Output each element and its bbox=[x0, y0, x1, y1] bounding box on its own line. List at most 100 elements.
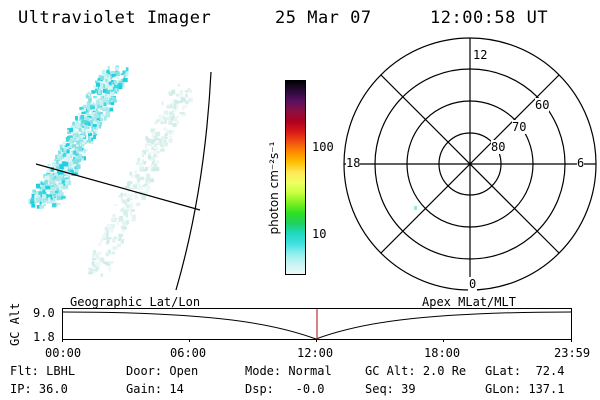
emission-pixel bbox=[40, 190, 44, 193]
emission-pixel bbox=[98, 84, 104, 89]
emission-pixel bbox=[106, 261, 111, 266]
emission-pixel bbox=[54, 184, 58, 188]
emission-pixel bbox=[160, 142, 164, 147]
emission-pixel bbox=[82, 142, 85, 145]
emission-pixel bbox=[67, 128, 70, 131]
emission-pixel bbox=[68, 157, 72, 163]
emission-pixel bbox=[123, 210, 128, 214]
emission-pixel bbox=[101, 97, 106, 103]
emission-pixel bbox=[108, 85, 113, 90]
emission-pixel bbox=[100, 257, 105, 263]
emission-pixel bbox=[88, 98, 92, 103]
emission-pixel bbox=[91, 90, 95, 93]
emission-pixel bbox=[160, 148, 165, 152]
emission-pixel bbox=[69, 127, 73, 133]
emission-pixel bbox=[103, 86, 108, 90]
emission-pixel bbox=[77, 133, 82, 138]
emission-pixel bbox=[95, 104, 100, 109]
info-seq: Seq: 39 bbox=[365, 382, 416, 396]
emission-pixel bbox=[155, 132, 159, 138]
info-filter: Flt: LBHL bbox=[10, 364, 76, 378]
emission-pixel bbox=[91, 127, 94, 132]
emission-pixel bbox=[58, 195, 64, 200]
timeline-left-caption: Geographic Lat/Lon bbox=[70, 295, 201, 309]
emission-pixel bbox=[154, 121, 159, 125]
emission-pixel bbox=[156, 147, 159, 151]
emission-pixel bbox=[154, 167, 160, 172]
emission-pixel bbox=[164, 133, 168, 136]
emission-pixel bbox=[158, 138, 163, 144]
emission-pixel bbox=[107, 77, 111, 82]
emission-pixel bbox=[55, 159, 59, 165]
emission-pixel bbox=[127, 196, 132, 199]
emission-pixel bbox=[109, 96, 113, 102]
emission-pixel bbox=[74, 153, 79, 156]
colorbar-unit-label: photon cm⁻²s⁻¹ bbox=[267, 141, 281, 235]
emission-pixel bbox=[58, 171, 64, 175]
emission-pixel bbox=[74, 122, 77, 126]
emission-pixel bbox=[109, 107, 114, 112]
emission-pixel bbox=[78, 113, 81, 117]
emission-pixel bbox=[152, 158, 155, 162]
emission-pixel bbox=[95, 100, 101, 105]
emission-pixel bbox=[70, 135, 76, 138]
emission-pixel bbox=[42, 182, 45, 186]
emission-pixel bbox=[157, 119, 162, 122]
emission-pixel bbox=[110, 71, 116, 74]
lat-label-80: 80 bbox=[491, 140, 506, 154]
emission-pixel bbox=[83, 104, 86, 108]
emission-pixel bbox=[74, 146, 78, 151]
emission-pixel bbox=[29, 203, 33, 205]
emission-pixel bbox=[92, 264, 98, 268]
emission-pixel bbox=[80, 135, 86, 138]
emission-pixel bbox=[144, 143, 147, 149]
dsp-value: -0.0 bbox=[295, 382, 325, 396]
emission-pixel bbox=[40, 181, 43, 185]
emission-pixel bbox=[94, 115, 97, 120]
emission-pixel bbox=[161, 146, 164, 149]
emission-pixel bbox=[177, 84, 181, 87]
observation-date: 25 Mar 07 bbox=[275, 8, 372, 28]
emission-pixel bbox=[116, 220, 119, 226]
emission-pixel bbox=[60, 195, 66, 199]
emission-pixel bbox=[75, 144, 79, 147]
emission-pixel bbox=[68, 165, 73, 170]
emission-pixel bbox=[188, 97, 193, 103]
emission-pixel bbox=[116, 84, 122, 90]
emission-pixel bbox=[63, 152, 67, 156]
emission-pixel bbox=[48, 197, 51, 203]
emission-pixel bbox=[72, 121, 76, 126]
emission-pixel bbox=[105, 242, 109, 245]
emission-pixel bbox=[110, 71, 113, 75]
emission-pixel bbox=[106, 112, 111, 118]
emission-pixel bbox=[42, 188, 45, 193]
emission-pixel bbox=[88, 132, 93, 137]
emission-pixel bbox=[114, 84, 119, 89]
emission-pixel bbox=[100, 107, 105, 111]
emission-pixel bbox=[62, 141, 67, 146]
instrument-title: Ultraviolet Imager bbox=[18, 8, 212, 28]
emission-pixel bbox=[146, 187, 150, 193]
emission-pixel bbox=[84, 120, 89, 125]
emission-pixel bbox=[96, 98, 101, 102]
emission-pixel bbox=[41, 185, 45, 190]
emission-pixel bbox=[126, 198, 130, 203]
emission-pixel bbox=[42, 194, 46, 200]
emission-pixel bbox=[52, 195, 55, 198]
emission-pixel bbox=[139, 162, 143, 166]
emission-pixel bbox=[50, 180, 55, 183]
emission-pixel bbox=[142, 184, 145, 187]
emission-pixel bbox=[38, 191, 43, 195]
info-ip: IP: 36.0 bbox=[10, 382, 68, 396]
emission-pixel bbox=[63, 171, 67, 176]
timeline-right-caption: Apex MLat/MLT bbox=[422, 295, 516, 309]
emission-pixel bbox=[124, 186, 130, 189]
emission-pixel bbox=[106, 69, 110, 73]
emission-pixel bbox=[162, 142, 167, 147]
info-gain: Gain: 14 bbox=[126, 382, 184, 396]
emission-pixel bbox=[91, 108, 97, 111]
emission-pixel bbox=[67, 131, 72, 135]
emission-pixel bbox=[73, 132, 78, 137]
emission-pixel bbox=[99, 101, 104, 106]
emission-pixel bbox=[94, 120, 100, 123]
